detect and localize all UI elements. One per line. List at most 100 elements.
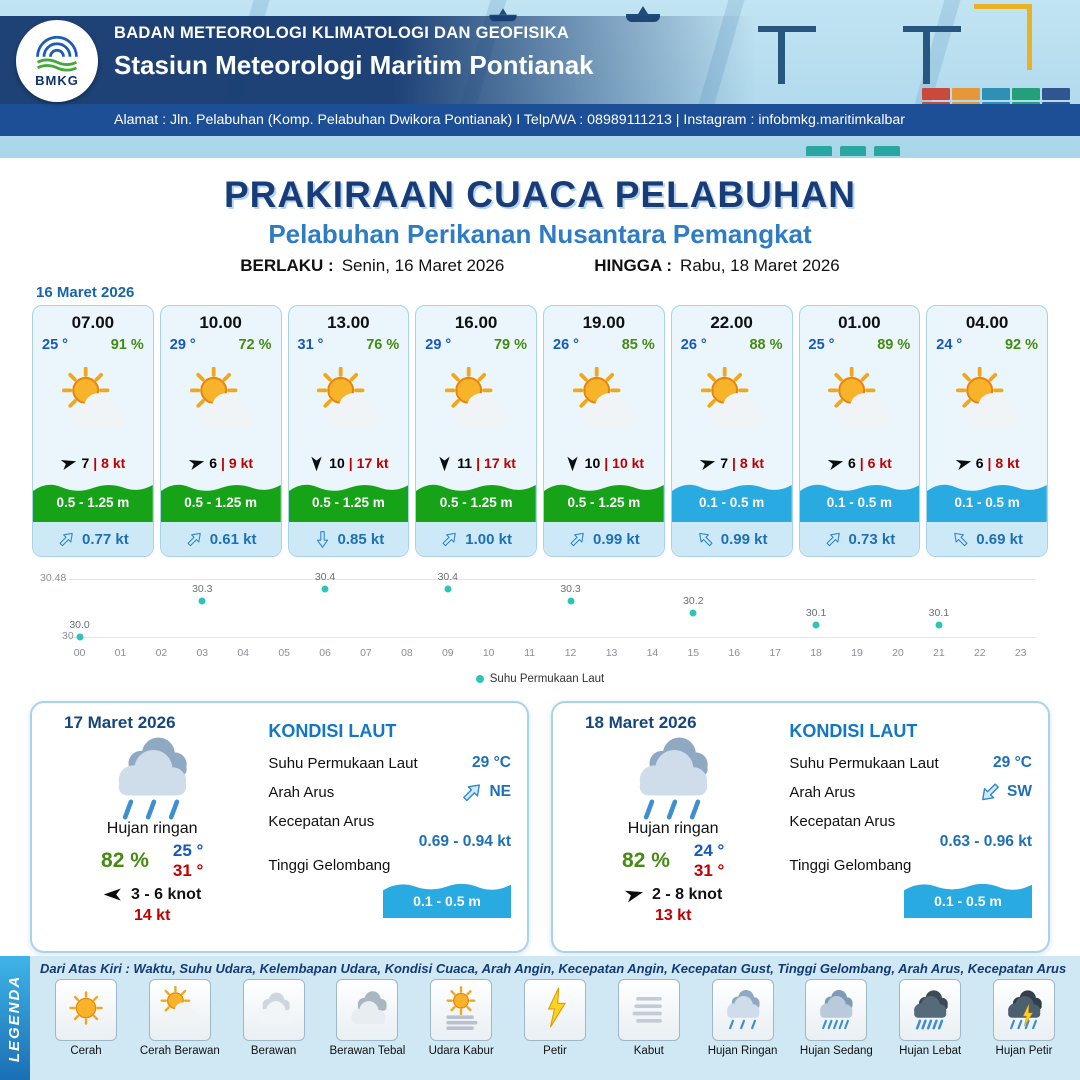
separator: | — [221, 455, 225, 471]
wind-direction-icon — [103, 886, 123, 903]
petir-icon — [533, 986, 577, 1035]
separator: | — [987, 455, 992, 471]
wave-height-value: 0.1 - 0.5 m — [934, 892, 1002, 909]
x-tick: 11 — [524, 647, 536, 659]
current-direction-icon — [974, 777, 1006, 809]
daily-card: 18 Maret 2026 Hujan ringan 24 ° 82 % 31 … — [551, 701, 1050, 953]
point-label: 30.3 — [192, 582, 213, 595]
cerah-berawan-icon — [697, 366, 767, 442]
wave-height: 0.5 - 1.25 m — [439, 495, 513, 510]
wind-gust: 8 kt — [739, 455, 765, 471]
current-row: 0.69 kt — [927, 522, 1047, 556]
legend-description: Dari Atas Kiri : Waktu, Suhu Udara, Kele… — [40, 961, 1067, 976]
data-point — [76, 633, 84, 641]
forecast-time: 19.00 — [582, 313, 626, 332]
cerah-berawan-icon — [441, 366, 511, 442]
wave-height-band: 0.5 - 1.25 m — [288, 476, 409, 522]
air-temp: 26 ° — [680, 337, 707, 353]
hingga-value: Rabu, 18 Maret 2026 — [680, 256, 840, 275]
legend-icon-box — [899, 979, 962, 1041]
weather-icon-area — [672, 353, 792, 455]
legend-label: Hujan Sedang — [799, 1045, 873, 1057]
x-tick: 07 — [360, 647, 372, 659]
legend-item: Cerah Berawan — [134, 979, 226, 1076]
current-direction-icon — [693, 527, 718, 552]
validity-row: BERLAKU : Senin, 16 Maret 2026 HINGGA : Ra… — [0, 256, 1080, 276]
forecast-time: 16.00 — [454, 313, 498, 332]
point-label: 30.4 — [314, 570, 336, 583]
weather-icon-area — [161, 353, 281, 455]
wave-badge: 0.1 - 0.5 m — [383, 876, 511, 918]
forecast-time: 22.00 — [710, 313, 753, 332]
condition-label: Hujan ringan — [106, 820, 198, 837]
x-tick: 17 — [769, 647, 782, 659]
wind-row: 11 | 17 kt — [416, 455, 536, 476]
wind-range: 2 - 8 knot — [652, 886, 723, 903]
current-speed: 0.73 kt — [848, 530, 896, 548]
current-speed-label: Kecepatan Arus — [268, 812, 375, 830]
data-point — [689, 609, 697, 617]
station-name: Stasiun Meteorologi Maritim Pontianak — [114, 50, 594, 80]
address-text: Alamat : Jln. Pelabuhan (Komp. Pelabuhan… — [114, 112, 905, 128]
legend-item: Hujan Lebat — [884, 979, 976, 1076]
x-tick: 14 — [646, 647, 659, 659]
humidity: 91 % — [110, 337, 144, 353]
legend-label: Hujan Petir — [995, 1045, 1053, 1057]
separator: | — [604, 455, 609, 471]
cerah-berawan-icon — [569, 366, 639, 442]
cerah-berawan-icon — [158, 985, 202, 1035]
legend-icon-box — [242, 979, 305, 1041]
legend-item: Hujan Petir — [978, 979, 1070, 1076]
x-tick: 09 — [441, 647, 454, 659]
separator: | — [859, 455, 864, 471]
valid-from: BERLAKU : Senin, 16 Maret 2026 — [240, 256, 504, 276]
legend-icon-box — [336, 979, 399, 1041]
current-speed-value: 0.63 - 0.96 kt — [939, 832, 1032, 850]
air-temp: 25 ° — [42, 337, 68, 353]
current-direction-row: Arah Arus SW — [789, 782, 1032, 803]
wave-height: 0.1 - 0.5 m — [826, 495, 893, 510]
chart-legend: Suhu Permukaan Laut — [0, 669, 1080, 689]
humidity: 89 % — [877, 337, 911, 353]
wind-gust: 8 kt — [101, 455, 126, 471]
temp-min: 24 ° — [693, 841, 725, 860]
sst-value: 29 °C — [993, 754, 1032, 771]
temp-humidity-grid: 24 ° 82 % 31 ° — [622, 841, 724, 881]
forecast-card: 10.00 29 ° 72 % 6 | 9 kt 0.5 - 1.25 m 0.… — [159, 305, 282, 557]
wave-height-row: Tinggi Gelombang 0.1 - 0.5 m — [789, 857, 1032, 918]
forecast-cards-row: 07.00 25 ° 91 % 7 | 8 kt 0.5 - 1.25 m 0.… — [0, 305, 1080, 557]
humidity: 82 % — [622, 849, 670, 872]
temp-humidity-row: 25 ° 91 % — [33, 333, 153, 353]
data-point — [198, 597, 206, 605]
air-temp: 24 ° — [936, 337, 963, 353]
temp-humidity-row: 26 ° 88 % — [672, 333, 792, 353]
temp-humidity-row: 29 ° 72 % — [161, 333, 281, 353]
weather-icon-area — [927, 353, 1047, 455]
x-tick: 10 — [482, 647, 495, 659]
sst-chart: 30.48 30 00 01 02 03 04 05 06 07 08 09 10 11 12 13 14 15 1… — [34, 565, 1046, 669]
data-point — [321, 585, 329, 593]
wind-gust: 17 kt — [484, 455, 516, 471]
current-speed: 0.77 kt — [82, 530, 129, 548]
temp-max: 31 ° — [172, 861, 204, 880]
current-direction-value: NE — [489, 783, 511, 801]
separator: | — [476, 455, 481, 471]
wind-gust: 8 kt — [995, 455, 1020, 471]
wave-height-band: 0.5 - 1.25 m — [544, 476, 664, 522]
wind-speed: 6 — [847, 455, 856, 471]
x-tick: 04 — [237, 647, 250, 659]
x-tick: 05 — [278, 647, 290, 659]
humidity: 88 % — [749, 337, 783, 353]
humidity: 79 % — [493, 337, 527, 353]
forecast-time: 07.00 — [71, 313, 115, 332]
current-speed-value: 0.69 - 0.94 kt — [418, 832, 511, 850]
berlaku-label: BERLAKU : — [240, 256, 334, 275]
wave-height: 0.5 - 1.25 m — [56, 495, 130, 510]
sea-heading: KONDISI LAUT — [268, 721, 397, 741]
temp-min: 25 ° — [172, 841, 204, 860]
sst-value: 29 °C — [472, 754, 511, 771]
header-overlay — [0, 16, 756, 104]
legend-item: Berawan — [228, 979, 320, 1076]
legend-icon-box — [523, 979, 586, 1041]
legend-label: Hujan Lebat — [899, 1045, 962, 1057]
